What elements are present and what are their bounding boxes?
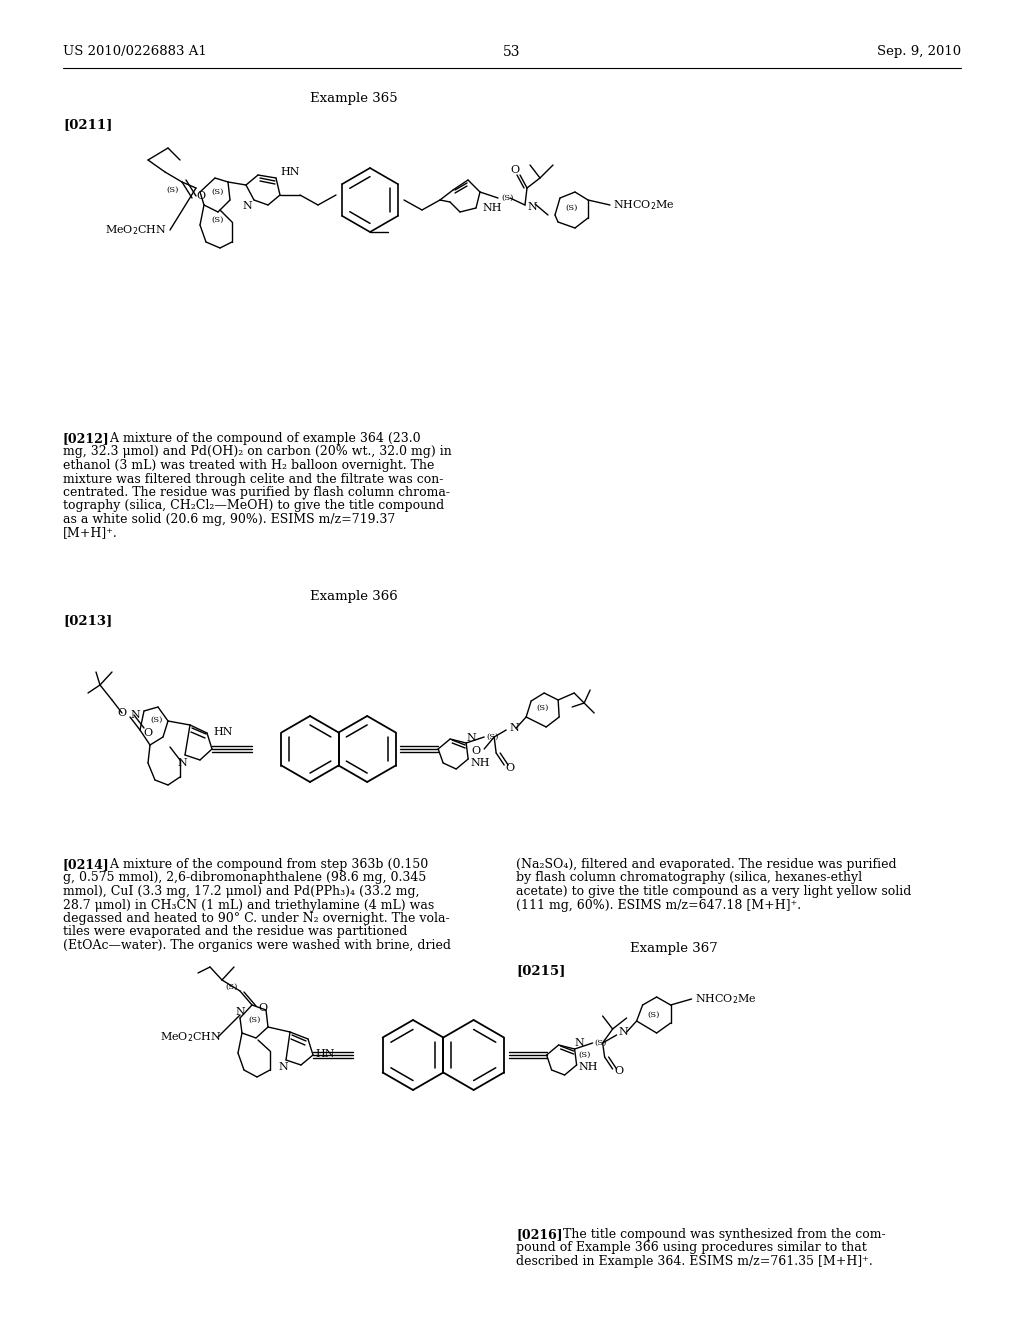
Text: O: O bbox=[471, 746, 480, 756]
Text: (S): (S) bbox=[579, 1051, 591, 1059]
Text: HN: HN bbox=[315, 1049, 335, 1059]
Text: mixture was filtered through celite and the filtrate was con-: mixture was filtered through celite and … bbox=[63, 473, 443, 486]
Text: degassed and heated to 90° C. under N₂ overnight. The vola-: degassed and heated to 90° C. under N₂ o… bbox=[63, 912, 450, 925]
Text: Example 365: Example 365 bbox=[310, 92, 397, 106]
Text: (S): (S) bbox=[167, 186, 179, 194]
Text: (S): (S) bbox=[501, 194, 513, 202]
Text: NHCO$_2$Me: NHCO$_2$Me bbox=[613, 198, 675, 213]
Text: HN: HN bbox=[213, 727, 232, 737]
Text: acetate) to give the title compound as a very light yellow solid: acetate) to give the title compound as a… bbox=[516, 884, 911, 898]
Text: N: N bbox=[466, 733, 476, 743]
Text: N: N bbox=[618, 1027, 629, 1038]
Text: N: N bbox=[177, 758, 186, 768]
Text: N: N bbox=[509, 723, 519, 733]
Text: (S): (S) bbox=[212, 187, 224, 195]
Text: [M+H]⁺.: [M+H]⁺. bbox=[63, 527, 118, 540]
Text: NH: NH bbox=[579, 1063, 598, 1072]
Text: N: N bbox=[527, 202, 537, 213]
Text: O: O bbox=[506, 763, 515, 774]
Text: N: N bbox=[130, 710, 140, 719]
Text: 28.7 μmol) in CH₃CN (1 mL) and triethylamine (4 mL) was: 28.7 μmol) in CH₃CN (1 mL) and triethyla… bbox=[63, 899, 434, 912]
Text: O: O bbox=[614, 1067, 624, 1076]
Text: (EtOAc—water). The organics were washed with brine, dried: (EtOAc—water). The organics were washed … bbox=[63, 939, 451, 952]
Text: NHCO$_2$Me: NHCO$_2$Me bbox=[694, 993, 757, 1006]
Text: (S): (S) bbox=[536, 704, 548, 711]
Text: described in Example 364. ESIMS m/z=761.35 [M+H]⁺.: described in Example 364. ESIMS m/z=761.… bbox=[516, 1255, 872, 1269]
Text: (S): (S) bbox=[249, 1016, 261, 1024]
Text: (Na₂SO₄), filtered and evaporated. The residue was purified: (Na₂SO₄), filtered and evaporated. The r… bbox=[516, 858, 897, 871]
Text: [0211]: [0211] bbox=[63, 117, 113, 131]
Text: ethanol (3 mL) was treated with H₂ balloon overnight. The: ethanol (3 mL) was treated with H₂ ballo… bbox=[63, 459, 434, 473]
Text: N: N bbox=[236, 1007, 245, 1016]
Text: (S): (S) bbox=[486, 733, 499, 741]
Text: (S): (S) bbox=[212, 216, 224, 224]
Text: (S): (S) bbox=[595, 1039, 607, 1047]
Text: O: O bbox=[196, 191, 205, 201]
Text: N: N bbox=[279, 1063, 288, 1072]
Text: (S): (S) bbox=[151, 715, 163, 723]
Text: MeO$_2$CHN: MeO$_2$CHN bbox=[105, 223, 167, 236]
Text: N: N bbox=[574, 1038, 585, 1048]
Text: as a white solid (20.6 mg, 90%). ESIMS m/z=719.37: as a white solid (20.6 mg, 90%). ESIMS m… bbox=[63, 513, 395, 525]
Text: Sep. 9, 2010: Sep. 9, 2010 bbox=[877, 45, 961, 58]
Text: [0215]: [0215] bbox=[516, 964, 565, 977]
Text: N: N bbox=[242, 201, 252, 211]
Text: 53: 53 bbox=[503, 45, 521, 59]
Text: HN: HN bbox=[280, 168, 299, 177]
Text: O: O bbox=[118, 708, 127, 718]
Text: (S): (S) bbox=[647, 1011, 659, 1019]
Text: Example 367: Example 367 bbox=[630, 942, 718, 954]
Text: O: O bbox=[258, 1003, 267, 1012]
Text: A mixture of the compound of example 364 (23.0: A mixture of the compound of example 364… bbox=[98, 432, 421, 445]
Text: O: O bbox=[143, 729, 153, 738]
Text: NH: NH bbox=[470, 758, 489, 768]
Text: (S): (S) bbox=[226, 983, 239, 991]
Text: tography (silica, CH₂Cl₂—MeOH) to give the title compound: tography (silica, CH₂Cl₂—MeOH) to give t… bbox=[63, 499, 444, 512]
Text: (S): (S) bbox=[566, 205, 579, 213]
Text: mmol), CuI (3.3 mg, 17.2 μmol) and Pd(PPh₃)₄ (33.2 mg,: mmol), CuI (3.3 mg, 17.2 μmol) and Pd(PP… bbox=[63, 884, 420, 898]
Text: NH: NH bbox=[482, 203, 502, 213]
Text: MeO$_2$CHN: MeO$_2$CHN bbox=[160, 1030, 222, 1044]
Text: (111 mg, 60%). ESIMS m/z=647.18 [M+H]⁺.: (111 mg, 60%). ESIMS m/z=647.18 [M+H]⁺. bbox=[516, 899, 801, 912]
Text: mg, 32.3 μmol) and Pd(OH)₂ on carbon (20% wt., 32.0 mg) in: mg, 32.3 μmol) and Pd(OH)₂ on carbon (20… bbox=[63, 446, 452, 458]
Text: Example 366: Example 366 bbox=[310, 590, 397, 603]
Text: centrated. The residue was purified by flash column chroma-: centrated. The residue was purified by f… bbox=[63, 486, 450, 499]
Text: [0212]: [0212] bbox=[63, 432, 110, 445]
Text: The title compound was synthesized from the com-: The title compound was synthesized from … bbox=[551, 1228, 886, 1241]
Text: by flash column chromatography (silica, hexanes-ethyl: by flash column chromatography (silica, … bbox=[516, 871, 862, 884]
Text: A mixture of the compound from step 363b (0.150: A mixture of the compound from step 363b… bbox=[98, 858, 428, 871]
Text: [0214]: [0214] bbox=[63, 858, 110, 871]
Text: tiles were evaporated and the residue was partitioned: tiles were evaporated and the residue wa… bbox=[63, 925, 408, 939]
Text: US 2010/0226883 A1: US 2010/0226883 A1 bbox=[63, 45, 207, 58]
Text: [0213]: [0213] bbox=[63, 614, 113, 627]
Text: O: O bbox=[510, 165, 519, 176]
Text: pound of Example 366 using procedures similar to that: pound of Example 366 using procedures si… bbox=[516, 1242, 866, 1254]
Text: [0216]: [0216] bbox=[516, 1228, 562, 1241]
Text: g, 0.575 mmol), 2,6-dibromonaphthalene (98.6 mg, 0.345: g, 0.575 mmol), 2,6-dibromonaphthalene (… bbox=[63, 871, 426, 884]
